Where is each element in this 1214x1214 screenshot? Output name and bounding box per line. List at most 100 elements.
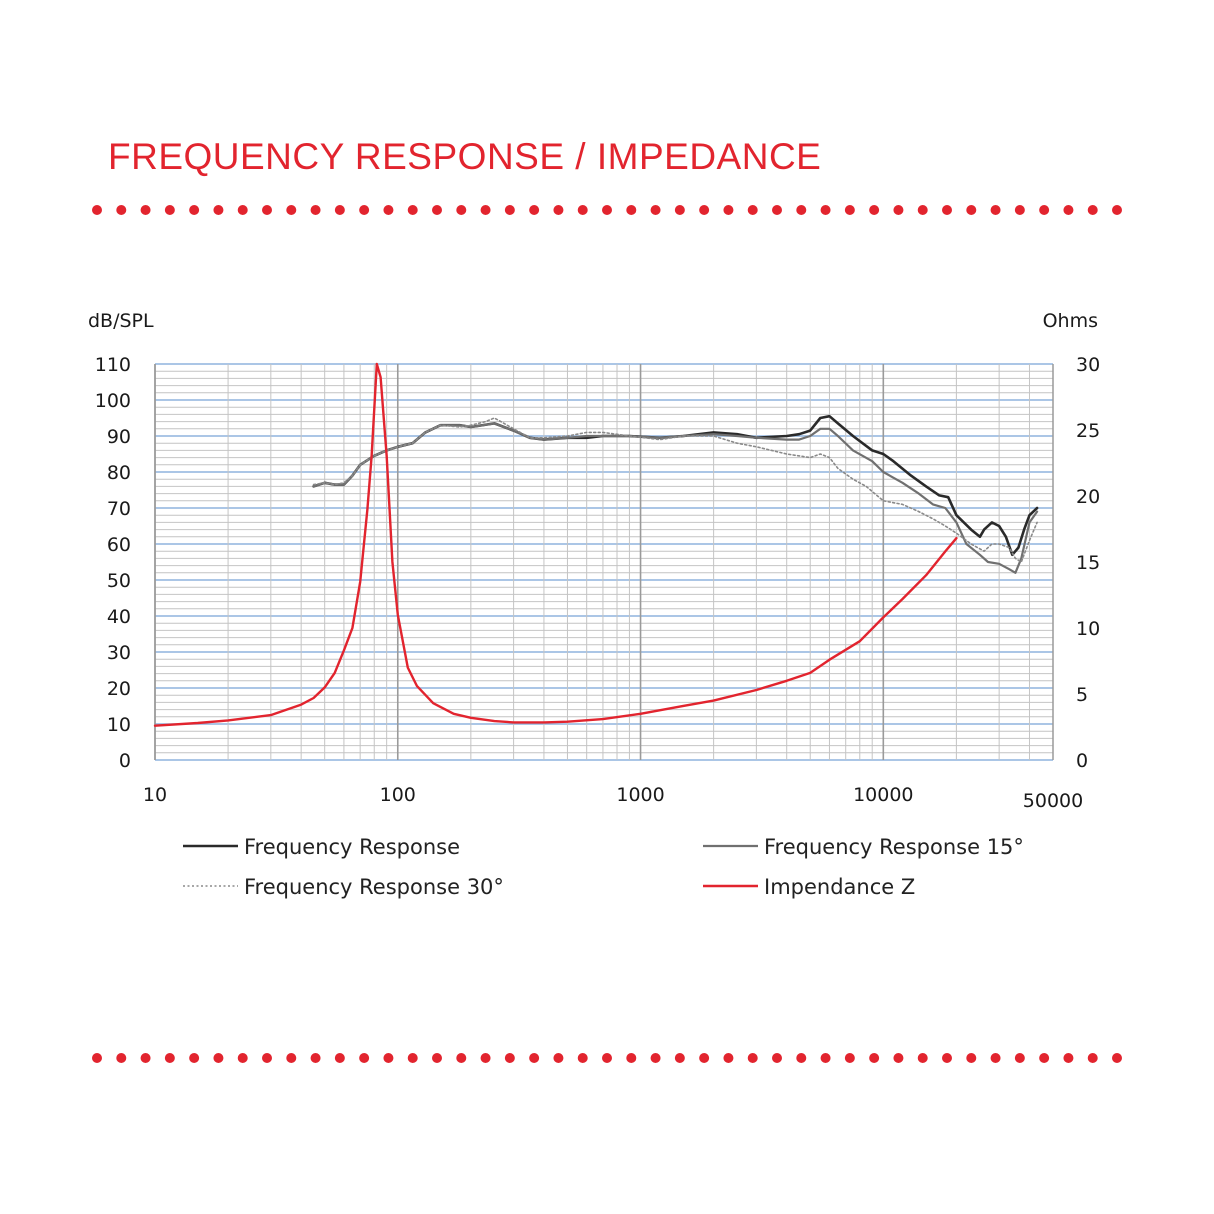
y-left-tick-label: 0 [119,750,131,772]
divider-dot [92,1053,102,1063]
left-axis-label: dB/SPL [88,310,154,332]
dotted-divider-bottom [92,1053,1122,1063]
divider-dot [893,1053,904,1063]
divider-dot [383,205,394,215]
y-left-tick-label: 70 [107,498,131,520]
series-line-dotted [312,417,1038,563]
divider-dot [262,1053,272,1063]
y-right-tick-label: 30 [1076,354,1100,376]
right-axis-label: Ohms [1043,310,1098,332]
x-tick-label: 100 [380,784,416,806]
page-title: FREQUENCY RESPONSE / IMPEDANCE [108,136,822,177]
divider-dot [359,205,370,215]
legend-label: Impendance Z [764,875,915,899]
divider-dot [820,1053,831,1063]
divider-dot [626,1053,637,1063]
divider-dot [213,205,224,215]
divider-dot [1063,1053,1074,1063]
plot-grid [154,363,1054,761]
divider-dot [456,1053,467,1063]
divider-dot [699,1053,710,1063]
divider-dot [917,1053,928,1063]
divider-dot [869,205,880,215]
divider-dot [844,1053,855,1063]
y-right-tick-label: 25 [1076,420,1100,442]
divider-dot [577,1053,588,1063]
divider-dot [796,205,807,215]
divider-dot [480,1053,491,1063]
divider-dot [334,1053,345,1063]
divider-dot [990,1053,1001,1063]
divider-dot [432,1053,442,1063]
divider-dot [650,205,661,215]
divider-dot [189,1053,200,1063]
y-left-tick-label: 90 [107,426,131,448]
x-tick-label: 1000 [616,784,664,806]
divider-dot [334,205,345,215]
y-right-tick-label: 5 [1076,684,1088,706]
divider-dot [1112,1053,1122,1063]
plot-frame [154,364,1054,760]
divider-dot [990,205,1001,215]
divider-dot [942,1053,952,1063]
divider-dot [796,1053,807,1063]
divider-dot [1014,205,1025,215]
divider-dot [140,205,151,215]
divider-dot [407,205,418,215]
divider-dot [966,1053,977,1063]
y-left-tick-label: 30 [107,642,131,664]
divider-dot [723,1053,734,1063]
divider-dot [1039,1053,1050,1063]
y-left-tick-label: 110 [95,354,131,376]
divider-dot [237,205,248,215]
dotted-divider-top [92,205,1122,215]
y-right-tick-label: 0 [1076,750,1088,772]
divider-dot [480,205,491,215]
divider-dot [820,205,831,215]
divider-dot [504,1053,515,1063]
divider-dot [310,1053,321,1063]
y-left-tick-label: 20 [107,678,131,700]
divider-dot [237,1053,248,1063]
divider-dot [116,1053,127,1063]
divider-dot [529,205,540,215]
divider-dot [917,205,928,215]
divider-dot [844,205,855,215]
divider-dot [602,1053,612,1063]
divider-dot [966,205,977,215]
divider-dot [626,205,637,215]
y-left-tick-label: 100 [95,390,131,412]
y-left-tick-label: 60 [107,534,131,556]
divider-dot [650,1053,661,1063]
divider-dot [164,205,175,215]
divider-dot [869,1053,880,1063]
y-right-tick-label: 10 [1076,618,1100,640]
y-left-tick-label: 80 [107,462,131,484]
divider-dot [116,205,127,215]
divider-dot [456,205,467,215]
divider-dot [189,205,200,215]
tick-labels: 0 10 20 30 40 50 60 70 80 90 100 110 0 5 10 15 20 25 30 10 1… [95,354,1100,812]
divider-dot [286,205,297,215]
divider-dot [407,1053,418,1063]
divider-dot [577,205,588,215]
legend-label: Frequency Response 15° [764,835,1024,859]
y-left-tick-label: 40 [107,606,131,628]
divider-dot [553,1053,564,1063]
divider-dot [1014,1053,1025,1063]
divider-dot [1087,205,1098,215]
y-right-tick-label: 15 [1076,552,1100,574]
divider-dot [383,1053,394,1063]
divider-dot [747,205,758,215]
series-line-solid-grey [312,422,1039,574]
x-tick-label: 10000 [853,784,913,806]
divider-dot [1063,205,1074,215]
x-tick-label: 50000 [1023,790,1083,812]
divider-dot [772,1053,782,1063]
y-left-tick-label: 50 [107,570,131,592]
divider-dot [529,1053,540,1063]
legend-label: Frequency Response 30° [244,875,504,899]
divider-dot [164,1053,175,1063]
divider-dot [92,205,102,215]
x-tick-label: 10 [143,784,167,806]
